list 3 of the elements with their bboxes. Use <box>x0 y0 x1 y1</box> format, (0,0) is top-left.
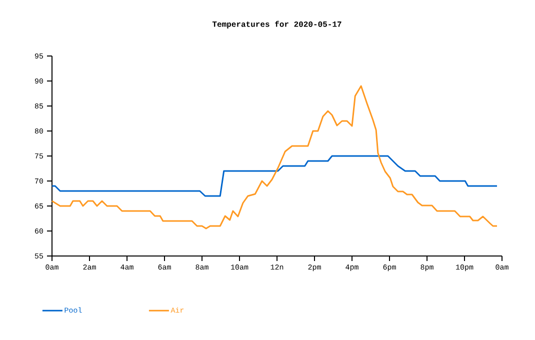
line-series <box>51 155 498 197</box>
line-series <box>51 85 498 230</box>
chart-title: Temperatures for 2020-05-17 <box>212 20 342 28</box>
